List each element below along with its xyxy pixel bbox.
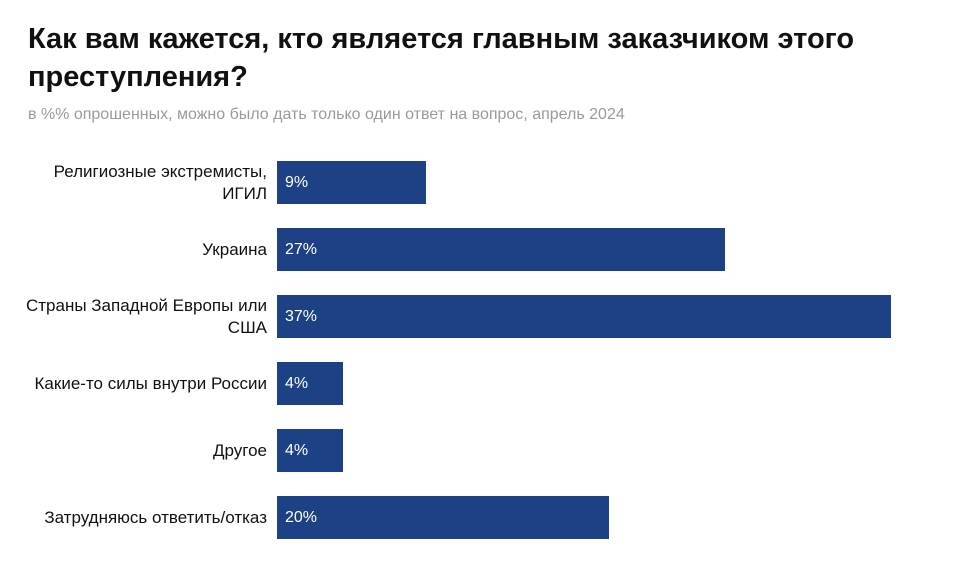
category-label: Какие-то силы внутри России [34,373,267,393]
value-label: 20% [285,509,318,526]
bar [277,161,427,204]
value-label: 9% [285,174,309,191]
category-label: Украина [202,239,267,259]
value-label: 4% [285,375,309,392]
bar [277,228,726,271]
bar [277,429,344,472]
value-label: 4% [285,442,309,459]
category-label: Страны Западной Европы или США [25,295,267,337]
chart-title: Как вам кажется, кто является главным за… [28,23,855,93]
category-label: Другое [212,440,267,460]
chart-subtitle: в %% опрошенных, можно было дать только … [28,106,625,123]
value-label: 37% [285,308,318,325]
bar [277,496,609,539]
bar [277,362,344,405]
category-label: Религиозные экстремисты, ИГИЛ [53,161,267,203]
category-label: Затрудняюсь ответить/отказ [44,507,267,527]
value-label: 27% [285,241,318,258]
bar [277,295,892,338]
